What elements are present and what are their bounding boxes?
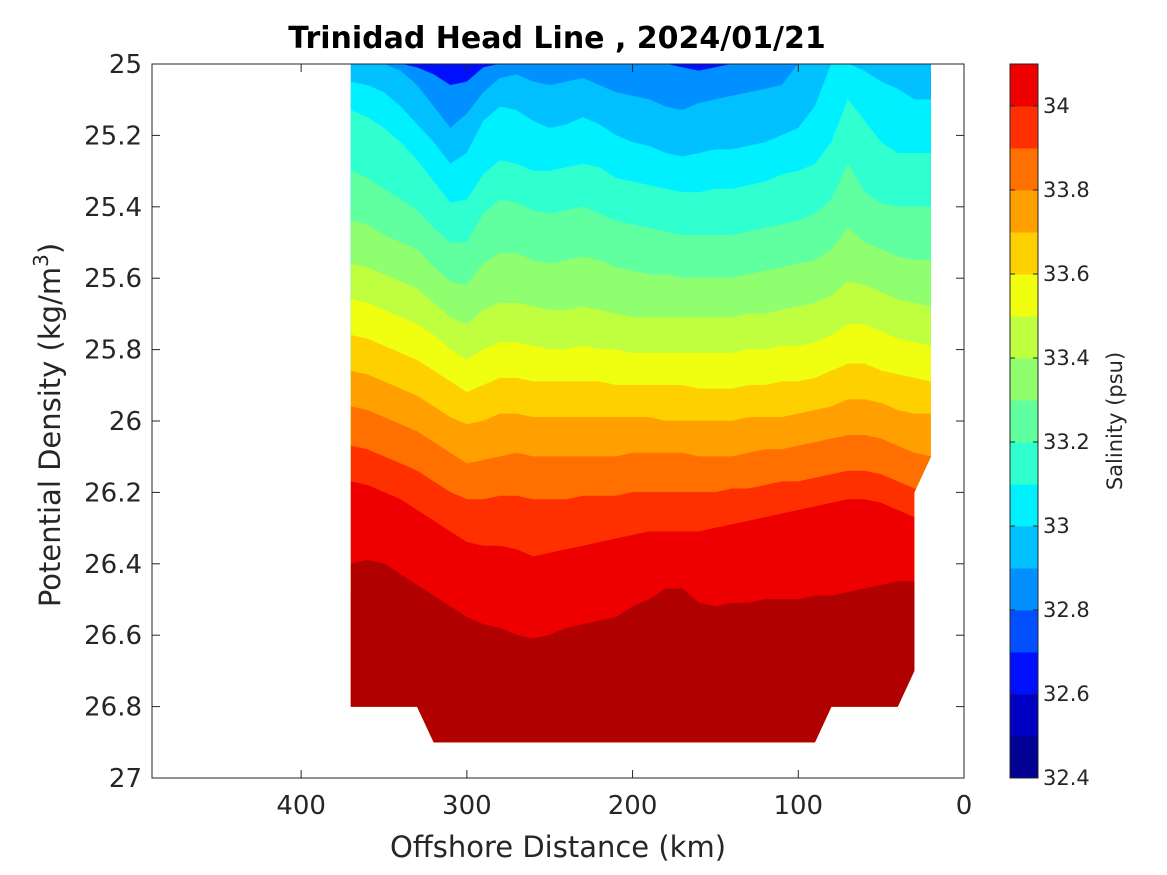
colorbar-tick-label: 33.8 (1043, 178, 1090, 202)
x-tick-label: 200 (608, 791, 658, 821)
colorbar-swatch-32.9 (1010, 526, 1038, 569)
axis-ticks (152, 63, 965, 779)
x-tick-label: 100 (773, 791, 823, 821)
y-axis-label-end: ) (33, 243, 67, 254)
y-tick-label: 26.6 (84, 621, 142, 651)
colorbar (1010, 64, 1038, 779)
y-tick-label: 26 (109, 407, 142, 437)
colorbar-swatch-33 (1010, 484, 1038, 527)
colorbar-frame (1009, 63, 1039, 779)
colorbar-swatch-33.2 (1010, 400, 1038, 443)
y-tick-label: 26.4 (84, 550, 142, 580)
colorbar-label: Salinity (psu) (1103, 352, 1127, 490)
colorbar-tick-label: 33.4 (1043, 346, 1090, 370)
colorbar-tick-label: 33 (1043, 514, 1070, 538)
y-tick-label: 25.2 (84, 121, 142, 151)
colorbar-swatch-33.8 (1010, 148, 1038, 191)
y-tick-label: 25.6 (84, 264, 142, 294)
colorbar-swatch-32.7 (1010, 610, 1038, 653)
colorbar-swatch-33.3 (1010, 358, 1038, 401)
colorbar-swatch-32.8 (1010, 568, 1038, 611)
y-tick-label: 26.8 (84, 693, 142, 723)
contour-band-34.1 (350, 584, 931, 743)
y-tick-label: 27 (109, 764, 142, 794)
x-tick-label: 400 (276, 791, 326, 821)
x-tick-labels: 400 300 200 100 0 (276, 791, 972, 821)
colorbar-swatch-32.6 (1010, 652, 1038, 695)
colorbar-tick-label: 32.6 (1043, 682, 1090, 706)
colorbar-tick-label: 33.6 (1043, 262, 1090, 286)
colorbar-swatch-33.7 (1010, 190, 1038, 233)
y-tick-label: 25 (109, 50, 142, 80)
y-axis-label: Potential Density (kg/m3) (29, 243, 67, 607)
colorbar-tick-label: 34 (1043, 94, 1070, 118)
colorbar-swatch-33.9 (1010, 106, 1038, 149)
colorbar-swatch-33.5 (1010, 274, 1038, 317)
colorbar-tick-labels: 32.4 32.6 32.8 33 33.2 33.4 33.6 33.8 34 (1043, 94, 1090, 790)
colorbar-swatch-32.5 (1010, 694, 1038, 737)
colorbar-swatch-33.1 (1010, 442, 1038, 485)
chart-title: Trinidad Head Line , 2024/01/21 (288, 21, 825, 56)
y-tick-label: 26.2 (84, 478, 142, 508)
x-tick-label: 0 (956, 791, 973, 821)
colorbar-ticks (1010, 105, 1038, 779)
colorbar-swatch-32.4 (1010, 736, 1038, 779)
colorbar-tick-label: 32.4 (1043, 766, 1090, 790)
x-tick-label: 300 (442, 791, 492, 821)
y-tick-label: 25.4 (84, 193, 142, 223)
colorbar-swatch-34 (1010, 64, 1038, 107)
colorbar-tick-label: 33.2 (1043, 430, 1090, 454)
colorbar-swatch-33.4 (1010, 316, 1038, 359)
colorbar-swatch-33.6 (1010, 232, 1038, 275)
contour-fill-layer (350, 64, 931, 743)
colorbar-tick-label: 32.8 (1043, 598, 1090, 622)
y-axis-label-main: Potential Density (kg/m (33, 267, 67, 607)
y-axis-label-superscript: 3 (29, 254, 53, 267)
x-axis-label: Offshore Distance (km) (390, 830, 726, 864)
y-tick-labels: 25 25.2 25.4 25.6 25.8 26 26.2 26.4 26.6 26.8 27 (84, 50, 142, 794)
y-tick-label: 25.8 (84, 336, 142, 366)
